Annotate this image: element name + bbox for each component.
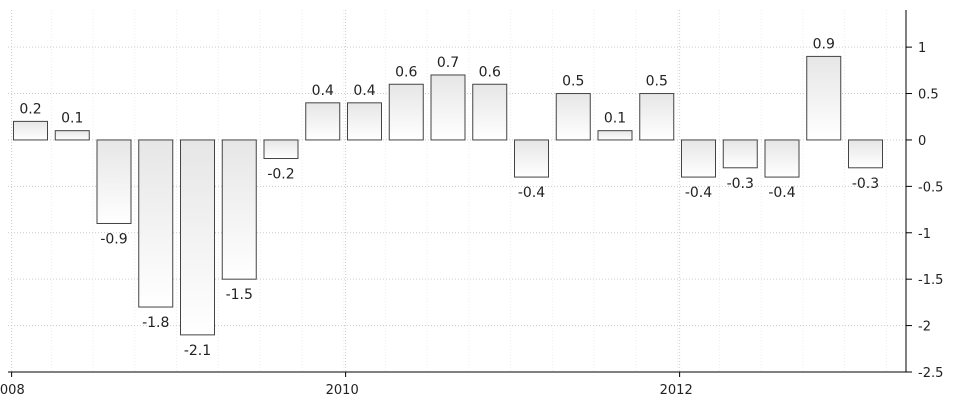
bar <box>848 139 883 169</box>
bar <box>722 139 758 169</box>
bar-value-label: 0.2 <box>19 101 41 117</box>
y-tick-label: -1 <box>918 227 931 242</box>
bar-value-label: -1.8 <box>142 315 169 331</box>
y-tick-label: 1 <box>918 41 926 56</box>
bar <box>639 93 675 141</box>
bar-value-label: -1.5 <box>226 287 253 303</box>
bar <box>555 93 591 141</box>
y-tick-label: -2 <box>918 320 931 335</box>
bar-value-label: 0.9 <box>813 36 835 52</box>
bar-value-label: -0.3 <box>852 176 879 192</box>
bar <box>305 102 341 141</box>
y-tick-label: 0.5 <box>918 88 939 103</box>
bar <box>54 130 90 141</box>
bar-value-label: 0.1 <box>61 111 83 127</box>
bar-value-label: 0.4 <box>312 83 334 99</box>
bar <box>806 55 842 141</box>
bar <box>347 102 382 141</box>
bar <box>514 139 549 178</box>
bar <box>221 139 257 280</box>
x-tick-label: 2010 <box>326 383 359 398</box>
bar <box>472 83 508 141</box>
bar <box>764 139 800 178</box>
bar <box>138 139 174 308</box>
y-tick-label: -2.5 <box>918 366 943 381</box>
bar-value-label: -0.9 <box>100 231 127 247</box>
bar-value-label: -0.2 <box>267 167 294 183</box>
y-tick-label: -0.5 <box>918 180 943 195</box>
bar-value-label: 0.6 <box>395 64 417 80</box>
bar-value-label: 0.5 <box>562 74 584 90</box>
bar-value-label: -0.4 <box>518 185 545 201</box>
bars <box>13 55 883 336</box>
data-labels: 0.2 0.1 -0.9 -1.8 -2.1 -1.5 -0.2 0.4 0.4 0.6 0.7 0.… <box>19 36 879 358</box>
bar-value-label: 0.6 <box>479 64 501 80</box>
bar <box>388 83 424 141</box>
bar <box>430 74 466 141</box>
bar-value-label: 0.5 <box>646 74 668 90</box>
bar <box>13 120 48 141</box>
y-tick-label: 0 <box>918 134 926 149</box>
bar-value-label: -0.4 <box>685 185 712 201</box>
grid <box>8 10 906 372</box>
x-tick-label: 2012 <box>660 383 693 398</box>
y-tick-label: -1.5 <box>918 273 943 288</box>
bar <box>263 139 299 160</box>
x-tick-label: 2008 <box>0 383 25 398</box>
bar <box>96 139 132 224</box>
bar-value-label: -2.1 <box>184 343 211 359</box>
bar <box>180 139 215 336</box>
bar-value-label: 0.4 <box>353 83 375 99</box>
bar-value-label: 0.7 <box>437 55 459 71</box>
bar <box>597 130 633 141</box>
bar <box>681 139 716 178</box>
bar-value-label: -0.4 <box>768 185 795 201</box>
bar-value-label: -0.3 <box>727 176 754 192</box>
bar-value-label: 0.1 <box>604 111 626 127</box>
axes: 1 0.5 0 -0.5 -1 -1.5 -2 -2.5 2008 2010 2012 <box>0 10 943 398</box>
